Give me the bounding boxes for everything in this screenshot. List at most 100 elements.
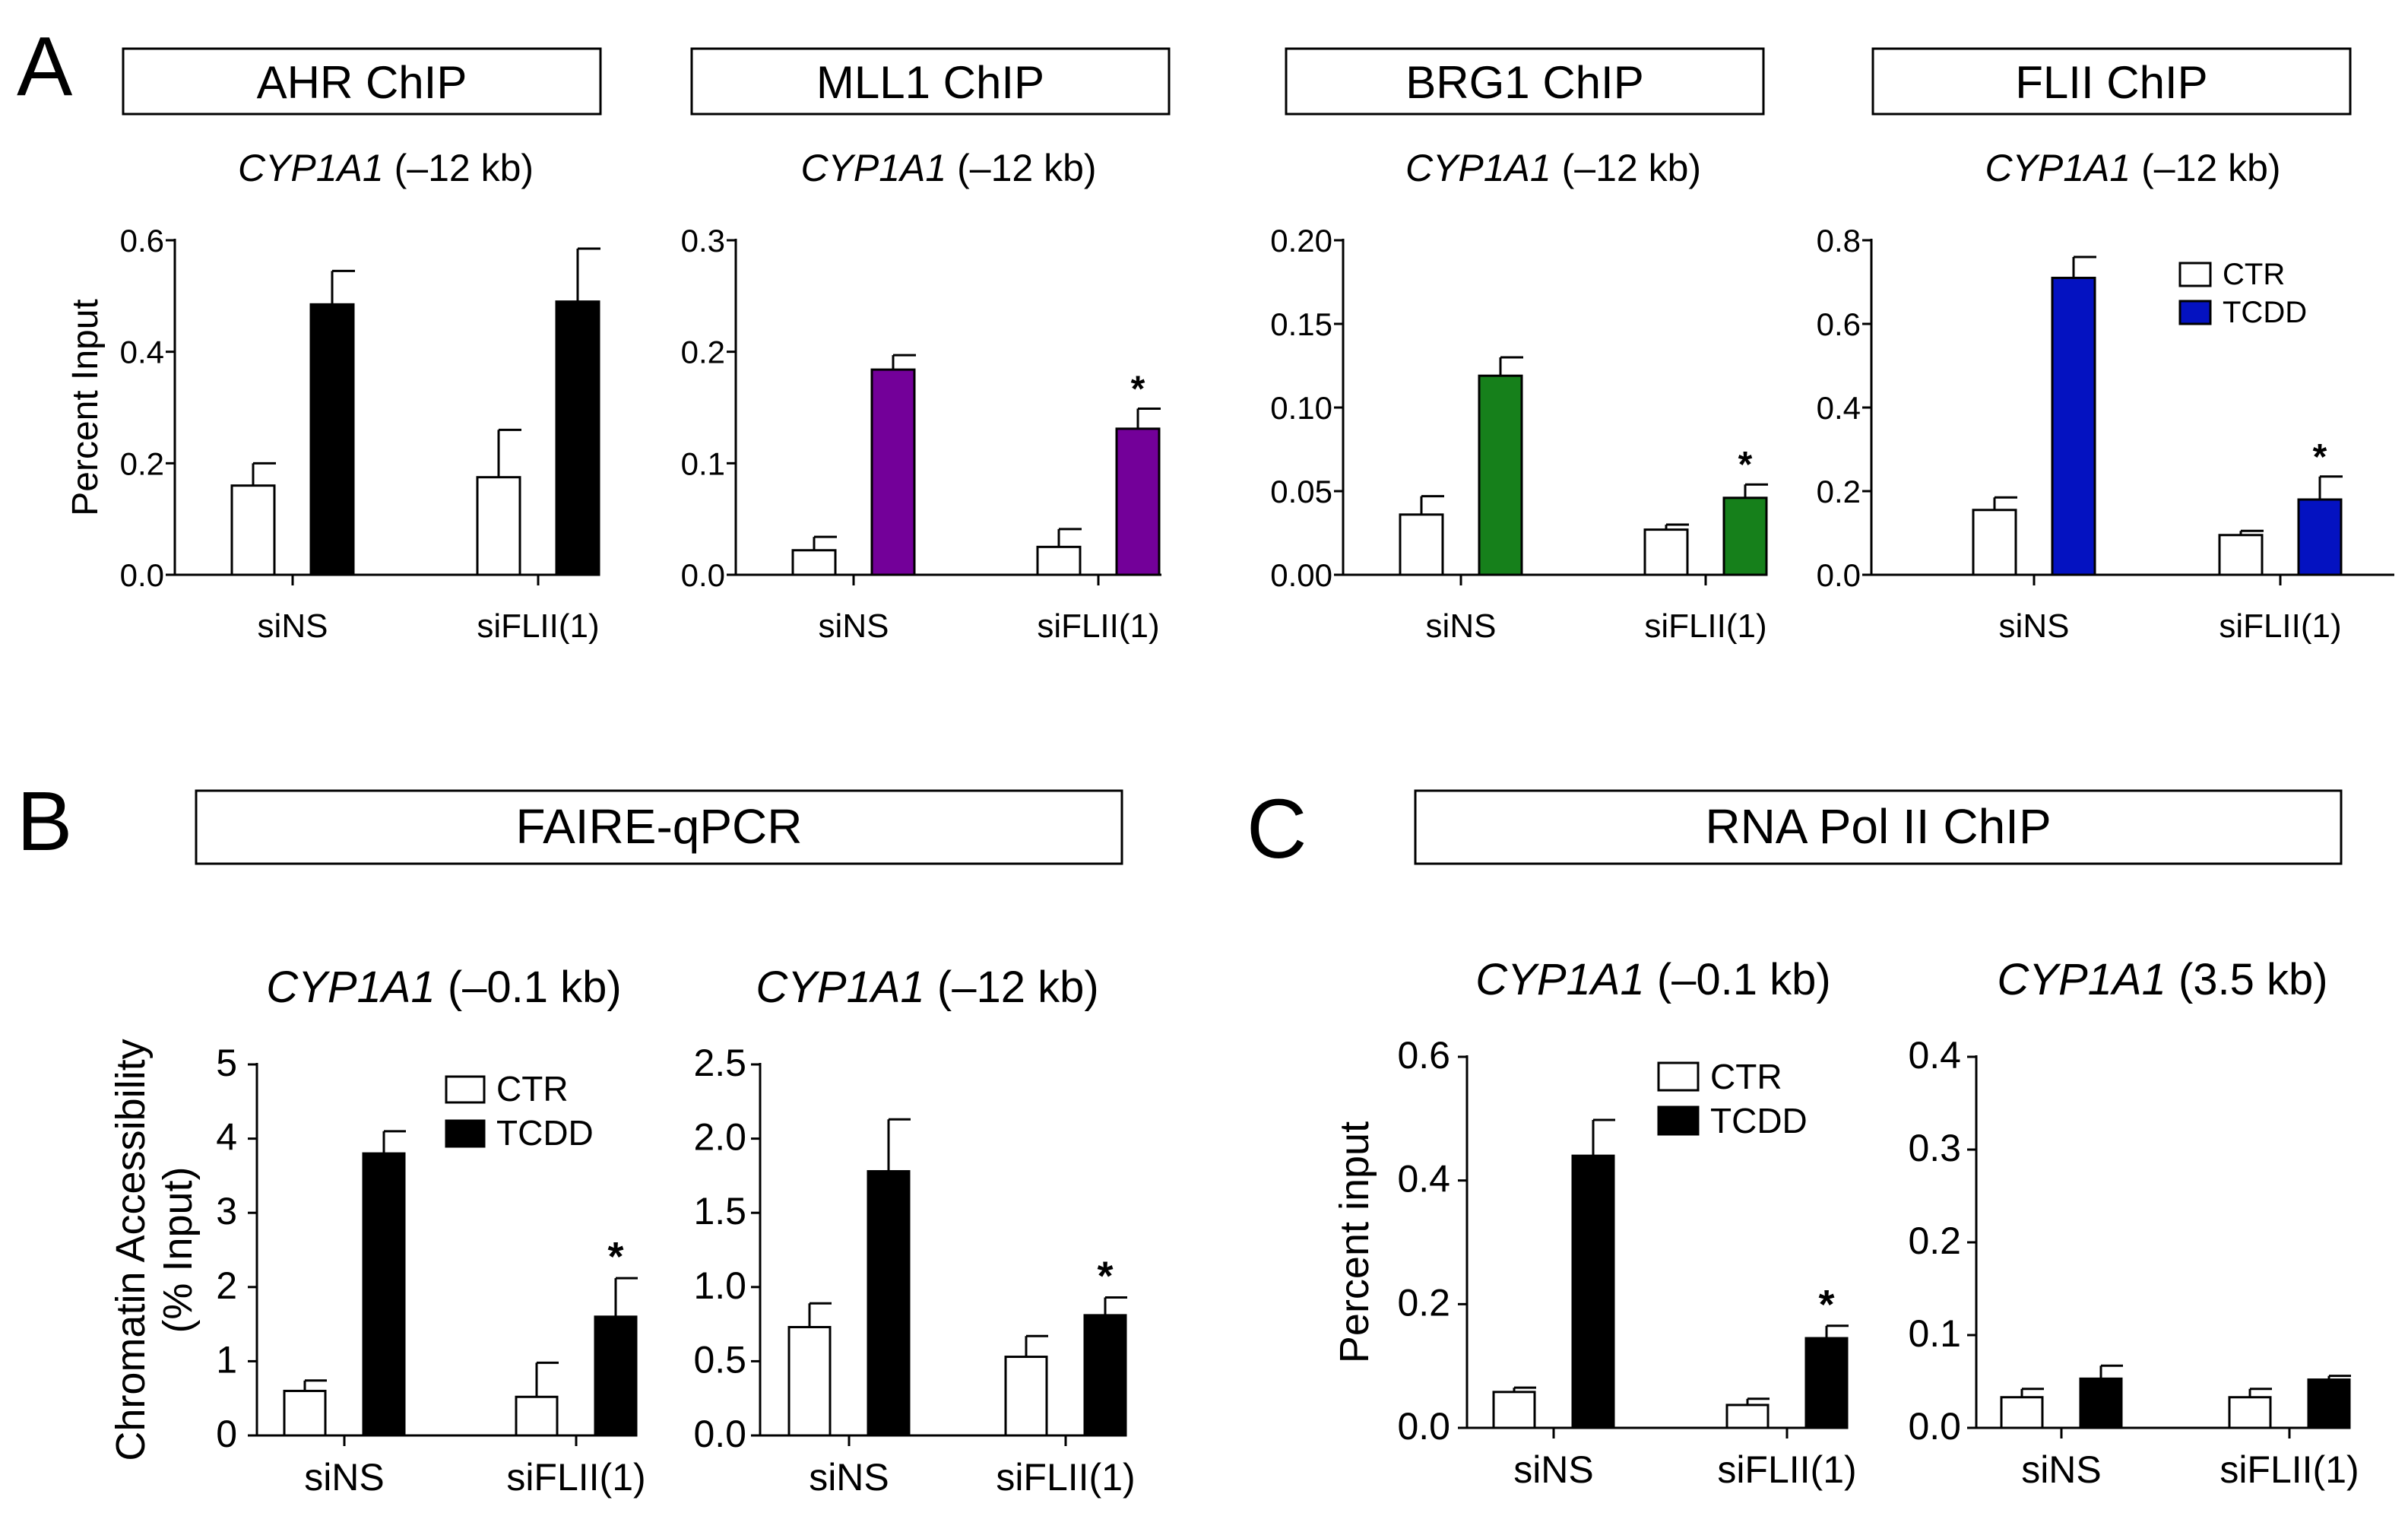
chart-title-position: (–0.1 kb) — [1645, 955, 1831, 1004]
legend-label-ctr: CTR — [1710, 1057, 1782, 1096]
y-tick-label: 0.6 — [1817, 306, 1861, 342]
chart-title-gene: CYP1A1 — [1985, 147, 2131, 189]
y-tick-label: 0.0 — [1908, 1405, 1961, 1448]
chart-title-gene: CYP1A1 — [756, 963, 924, 1012]
bar-tcdd — [1722, 496, 1768, 576]
bar-ctr — [787, 1326, 832, 1437]
y-tick-label: 1.0 — [693, 1264, 746, 1307]
chart-title: CYP1A1 (–12 kb) — [238, 147, 534, 189]
bar-tcdd — [2079, 1377, 2123, 1429]
header-text: FLII ChIP — [2015, 57, 2207, 108]
panel-b-header-text: FAIRE-qPCR — [516, 799, 803, 854]
y-tick-label: 0.2 — [681, 335, 725, 370]
header-text: BRG1 ChIP — [1405, 57, 1643, 108]
chart-title-gene: CYP1A1 — [266, 963, 435, 1012]
y-tick-label: 2 — [216, 1264, 237, 1307]
bar-ctr — [283, 1389, 327, 1437]
y-tick-label: 0.2 — [120, 446, 164, 481]
bar-tcdd — [2297, 498, 2343, 576]
y-tick-label: 0.6 — [1397, 1034, 1450, 1077]
panel-letter-a: A — [17, 20, 73, 113]
chart-title-position: (–12 kb) — [946, 147, 1096, 189]
bar-tcdd — [1571, 1154, 1615, 1429]
chart-title: CYP1A1 (–12 kb) — [756, 963, 1098, 1012]
chart-title: CYP1A1 (–12 kb) — [800, 147, 1096, 189]
chart-title-position: (–12 kb) — [384, 147, 534, 189]
panel-letter-b: B — [17, 775, 72, 868]
y-tick-label: 2.5 — [693, 1042, 746, 1084]
y-tick-label: 0.0 — [1397, 1405, 1450, 1448]
bar-ctr — [1004, 1356, 1048, 1437]
bar-ctr — [2000, 1396, 2044, 1429]
bar-ctr — [791, 549, 837, 576]
legend-label-ctr: CTR — [2223, 258, 2285, 291]
bar-tcdd — [594, 1315, 638, 1437]
y-axis-label-units: (% Input) — [155, 1166, 201, 1333]
legend-swatch-ctr — [1657, 1061, 1700, 1092]
x-tick-label: siNS — [819, 607, 889, 645]
chart-mll1-chip: MLL1 ChIP CYP1A1 (–12 kb) 0.0 0.1 0.2 0.3 siNS… — [681, 47, 1171, 645]
y-tick-label: 1 — [216, 1338, 237, 1381]
bar-tcdd — [1083, 1314, 1127, 1437]
x-tick-label: siFLII(1) — [506, 1456, 645, 1499]
y-tick-label: 1.5 — [693, 1190, 746, 1232]
header-box — [1285, 47, 1765, 116]
chart-faire-12kb: CYP1A1 (–12 kb) 0.0 0.5 1.0 1.5 2.0 2.5 siNS siF… — [693, 963, 1135, 1499]
chart-title-position: (–12 kb) — [925, 963, 1099, 1012]
chart-title-gene: CYP1A1 — [800, 147, 946, 189]
y-tick-label: 0.2 — [1817, 474, 1861, 509]
bar-ctr — [515, 1395, 559, 1437]
bar-tcdd — [2307, 1378, 2351, 1429]
chart-title: CYP1A1 (–0.1 kb) — [266, 963, 621, 1012]
x-tick-label: siNS — [1426, 607, 1497, 645]
y-tick-label: 5 — [216, 1042, 237, 1084]
chart-title-position: (3.5 kb) — [2166, 955, 2328, 1004]
chart-flii-chip: FLII ChIP CYP1A1 (–12 kb) 0.0 0.2 0.4 0.6 0.8 s… — [1817, 47, 2394, 645]
bar-ctr — [1036, 545, 1082, 576]
x-tick-label: siFLII(1) — [1644, 607, 1766, 645]
chart-title-position: (–12 kb) — [1551, 147, 1701, 189]
bar-ctr — [2218, 534, 2264, 576]
bar-tcdd — [1115, 427, 1161, 576]
panel-c-header-text: RNA Pol II ChIP — [1705, 799, 2051, 854]
significance-star: * — [1131, 369, 1145, 409]
y-tick-label: 0.3 — [1908, 1127, 1961, 1169]
bar-ctr — [1492, 1391, 1536, 1429]
y-tick-label: 2.0 — [693, 1116, 746, 1159]
y-tick-label: 0.5 — [693, 1338, 746, 1381]
bar-tcdd — [1804, 1337, 1849, 1429]
chart-title-gene: CYP1A1 — [1475, 955, 1644, 1004]
bar-ctr — [1972, 509, 2017, 576]
panel-letter-c: C — [1247, 782, 1307, 876]
chart-title-position: (–0.1 kb) — [436, 963, 622, 1012]
legend-swatch-ctr — [2178, 262, 2212, 287]
y-tick-label: 0.0 — [1817, 557, 1861, 593]
y-tick-label: 0.6 — [120, 223, 164, 259]
x-tick-label: siNS — [2021, 1448, 2102, 1491]
bar-ctr — [1643, 528, 1689, 576]
header-text: AHR ChIP — [257, 57, 467, 108]
legend-swatch-tcdd — [2178, 300, 2212, 325]
chart-title: CYP1A1 (–0.1 kb) — [1475, 955, 1830, 1004]
bar-tcdd — [2051, 277, 2096, 576]
y-tick-label: 0.0 — [681, 557, 725, 593]
x-tick-label: siFLII(1) — [1717, 1448, 1856, 1491]
y-tick-label: 3 — [216, 1190, 237, 1232]
y-axis-label: Chromatin Accessibility — [108, 1039, 154, 1461]
bar-ctr — [2228, 1396, 2272, 1429]
significance-star: * — [1818, 1282, 1834, 1327]
chart-faire-01kb: CYP1A1 (–0.1 kb) 0 1 2 3 4 5 Chromatin Accessib… — [108, 963, 646, 1499]
bar-tcdd — [309, 303, 355, 576]
y-tick-label: 0.1 — [1908, 1312, 1961, 1355]
x-tick-label: siNS — [809, 1456, 889, 1499]
x-tick-label: siNS — [258, 607, 328, 645]
y-tick-label: 0 — [216, 1413, 237, 1455]
chart-title: CYP1A1 (3.5 kb) — [1997, 955, 2327, 1004]
y-tick-label: 0.00 — [1270, 557, 1332, 593]
x-tick-label: siNS — [1513, 1448, 1594, 1491]
bar-tcdd — [870, 368, 916, 576]
